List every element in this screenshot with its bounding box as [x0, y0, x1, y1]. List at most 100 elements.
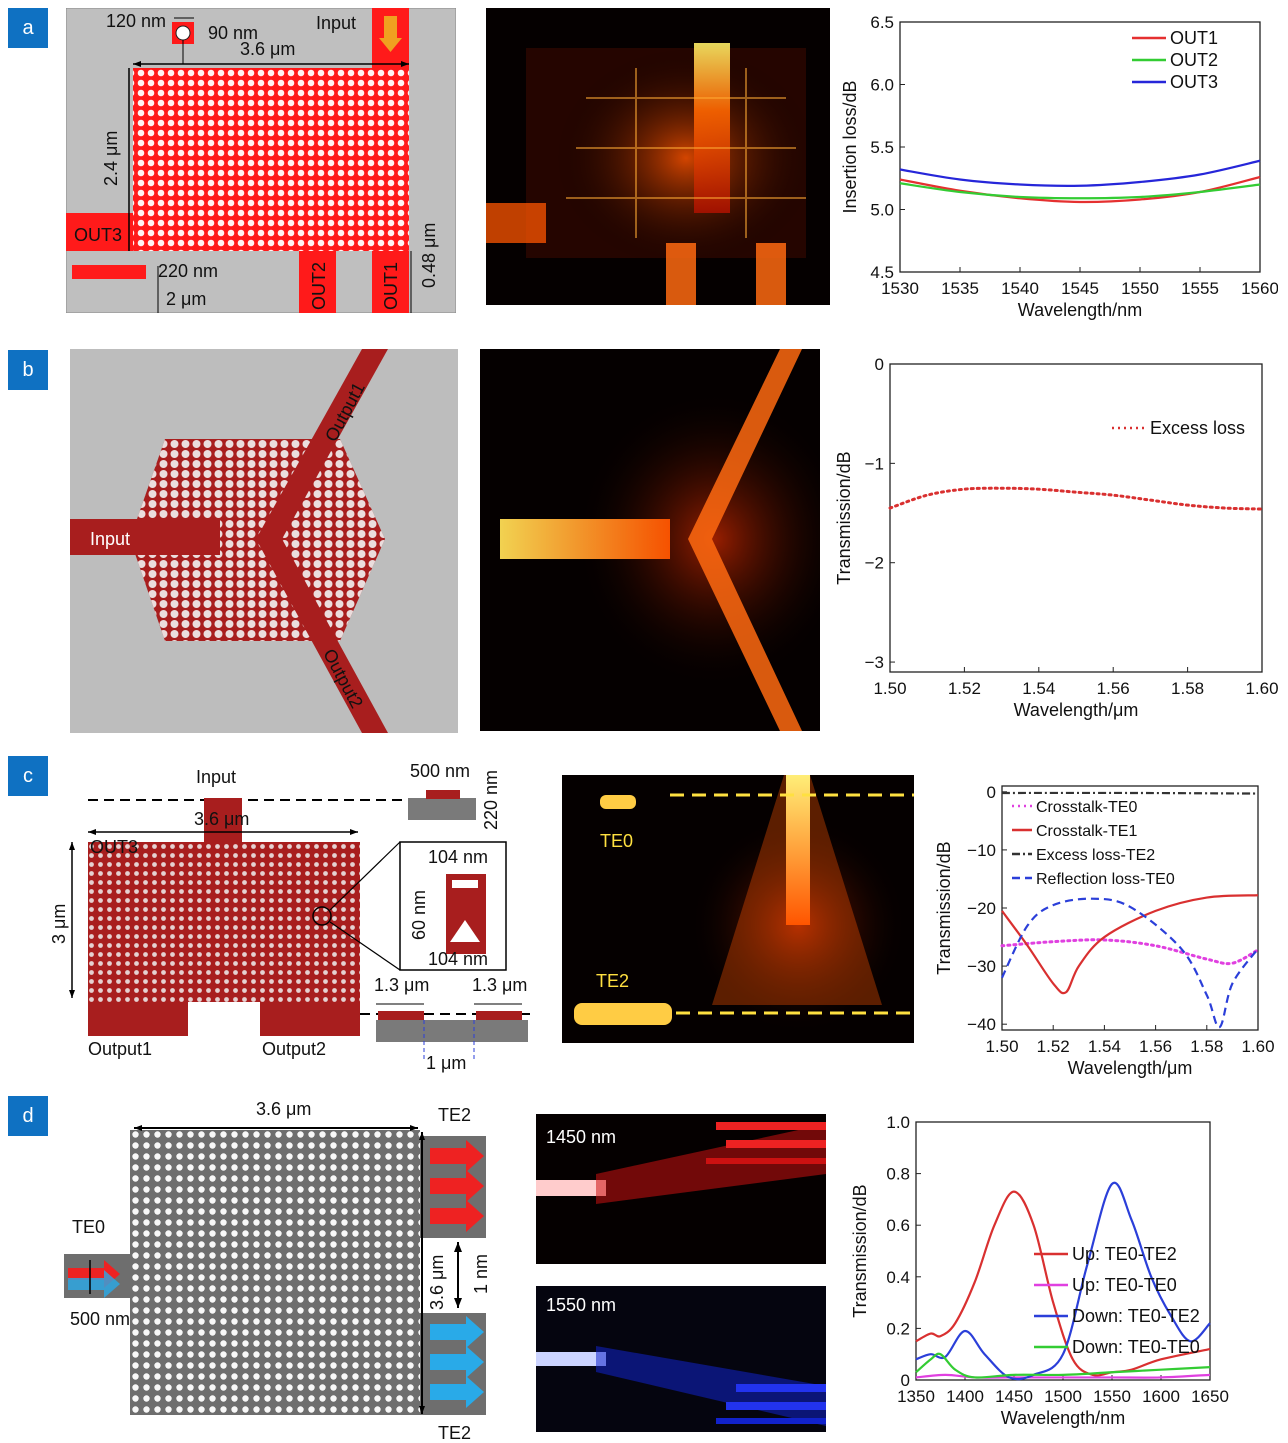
series-line-0 [1000, 938, 1260, 966]
y-tick-label: 0 [987, 783, 996, 802]
y-tick-label: 1.0 [886, 1113, 910, 1132]
x-tick-label: 1555 [1181, 279, 1219, 298]
y-tick-label: 0.6 [886, 1216, 910, 1235]
x-tick-label: 1.52 [948, 679, 981, 698]
dim-104nm-bottom: 104 nm [428, 949, 489, 969]
cross-section-bottom [376, 1020, 528, 1042]
output2-waveguide [260, 1002, 360, 1036]
x-tick-label: 1540 [1001, 279, 1039, 298]
port-input: Input [316, 13, 357, 33]
y-tick-label: −20 [967, 899, 996, 918]
series-line-3 [915, 1352, 1211, 1379]
y-axis-label: Transmission/dB [850, 1184, 870, 1317]
y-tick-label: −30 [967, 957, 996, 976]
chart-c-transmission: 1.50 1.52 1.54 1.56 1.58 1.60 0 −10 −20 −30 −40 Wav… [934, 783, 1275, 1078]
mode-te0-label: TE0 [600, 831, 634, 851]
series-line-2 [899, 159, 1261, 187]
x-tick-label: 1.60 [1241, 1037, 1274, 1056]
mode-te2-bottom: TE2 [438, 1423, 472, 1443]
legend-label: OUT1 [1170, 28, 1218, 48]
series-line-1 [915, 1373, 1211, 1379]
y-axis-label: Transmission/dB [934, 841, 954, 974]
port-output2-c: Output2 [262, 1039, 327, 1059]
y-tick-label: 5.0 [870, 201, 894, 220]
zoom-circle [312, 906, 332, 926]
out2-waveguide [299, 251, 336, 313]
panel-b-tag: b [8, 350, 48, 390]
x-axis-label: Wavelength/μm [1068, 1058, 1193, 1078]
x-tick-label: 1.58 [1190, 1037, 1223, 1056]
x-tick-label: 1550 [1093, 1387, 1131, 1406]
mode-te2-top: TE2 [438, 1105, 472, 1125]
hole-icon [175, 25, 191, 41]
input-waveguide [70, 519, 220, 555]
legend-label: Down: TE0-TE0 [1072, 1337, 1200, 1357]
dim-220nm-c: 220 nm [481, 769, 501, 830]
input-waveguide [204, 798, 242, 842]
y-tick-label: 0.4 [886, 1268, 910, 1287]
x-tick-label: 1350 [897, 1387, 935, 1406]
panel-d-schematic [64, 1125, 486, 1415]
panel-d-field-1450 [536, 1114, 826, 1264]
plot-frame [899, 21, 1261, 273]
x-tick-label: 1.54 [1088, 1037, 1121, 1056]
y-tick-label: −1 [865, 454, 884, 473]
input-arrow-icon [379, 16, 402, 52]
y-tick-label: 0 [875, 355, 884, 374]
field-1450nm-label: 1450 nm [546, 1127, 617, 1147]
y-tick-label: 6.0 [870, 76, 894, 95]
y-tick-label: 6.5 [870, 13, 894, 32]
dim-1um: 1 μm [426, 1053, 467, 1073]
dim-220nm: 220 nm [158, 261, 219, 281]
y-tick-label: 0.8 [886, 1165, 910, 1184]
series-line-0 [888, 486, 1264, 511]
panel-b-schematic [70, 349, 458, 733]
cross-section-top [408, 798, 476, 820]
legend-label: Up: TE0-TE0 [1072, 1275, 1177, 1295]
x-tick-label: 1560 [1241, 279, 1278, 298]
dim-3-6um-c: 3.6 μm [194, 809, 250, 829]
dim-500nm: 500 nm [410, 761, 471, 781]
x-tick-label: 1.52 [1037, 1037, 1070, 1056]
x-tick-label: 1.56 [1139, 1037, 1172, 1056]
y-tick-label: 0.2 [886, 1319, 910, 1338]
blue-arrow-icon [68, 1270, 120, 1298]
legend-label: Up: TE0-TE2 [1072, 1244, 1177, 1264]
y-tick-label: −40 [967, 1015, 996, 1034]
x-tick-label: 1650 [1191, 1387, 1229, 1406]
legend-label: OUT2 [1170, 50, 1218, 70]
legend-label: Down: TE0-TE2 [1072, 1306, 1200, 1326]
y-tick-label: −3 [865, 653, 884, 672]
mode-te0-input: TE0 [72, 1217, 106, 1237]
panel-c-field-map [562, 775, 914, 1043]
panel-d-field-1550 [536, 1286, 826, 1432]
legend-label: OUT3 [1170, 72, 1218, 92]
x-tick-label: 1400 [946, 1387, 984, 1406]
port-input-c: Input [196, 767, 237, 787]
x-tick-label: 1.50 [985, 1037, 1018, 1056]
panel-a-schematic [66, 8, 456, 313]
x-tick-label: 1550 [1121, 279, 1159, 298]
panel-c-schematic [69, 790, 530, 1062]
x-axis-label: Wavelength/μm [1014, 700, 1139, 720]
dim-2-4um: 2.4 μm [101, 130, 121, 186]
legend-label: Crosstalk-TE0 [1036, 799, 1137, 816]
y-tick-label: 4.5 [870, 263, 894, 282]
x-tick-label: 1450 [995, 1387, 1033, 1406]
dim-2um: 2 μm [166, 289, 207, 309]
x-tick-label: 1.58 [1171, 679, 1204, 698]
series-line-1 [1001, 894, 1259, 995]
dim-60nm: 60 nm [409, 889, 429, 940]
x-axis-label: Wavelength/nm [1001, 1408, 1125, 1428]
series-line-1 [899, 182, 1261, 200]
field-1550nm-label: 1550 nm [546, 1295, 617, 1315]
dim-1nm: 1 nm [471, 1253, 491, 1294]
y-tick-label: −10 [967, 841, 996, 860]
series-line-3 [1001, 897, 1259, 1029]
port-out1: OUT1 [381, 261, 401, 310]
dim-90nm: 90 nm [208, 23, 259, 43]
legend-label: Excess loss-TE2 [1036, 847, 1155, 864]
y-tick-label: 5.5 [870, 138, 894, 157]
port-input-b: Input [90, 529, 131, 549]
dim-1-3um-left: 1.3 μm [374, 975, 430, 995]
